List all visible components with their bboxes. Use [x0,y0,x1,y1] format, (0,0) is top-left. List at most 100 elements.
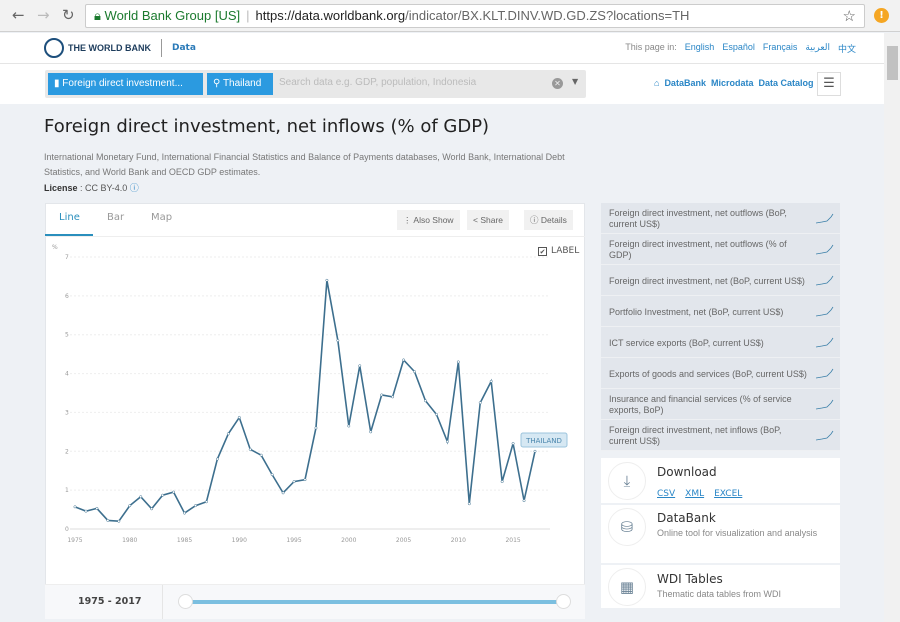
x-tick-label: 2000 [341,537,356,544]
checkbox-icon: ✔ [538,246,547,256]
data-point [128,504,132,508]
tab-line[interactable]: Line [59,212,80,223]
link-databank[interactable]: DataBank [664,78,706,88]
slider-handle-start[interactable] [178,594,193,609]
related-indicator-label: Insurance and financial services (% of s… [609,394,792,415]
related-indicator-item[interactable]: Exports of goods and services (BoP, curr… [601,358,840,389]
forward-icon[interactable]: → [37,6,50,24]
download-csv-link[interactable]: CSV [657,489,676,499]
license: License : CC BY-4.0 ⓘ [44,181,139,194]
data-point [478,401,482,405]
data-point [161,493,165,497]
data-point [424,399,427,403]
data-point [445,440,449,444]
page-title: Foreign direct investment, net inflows (… [44,116,490,137]
wdi-desc: Thematic data tables from WDI [657,589,782,599]
data-point [139,495,143,499]
share-label: Share [480,215,504,225]
details-button[interactable]: ⓘ Details [524,210,573,230]
scrollbar[interactable] [884,33,900,622]
clear-icon[interactable]: ✕ [552,78,563,89]
data-point [248,447,252,451]
data-point [511,442,515,445]
related-indicator-item[interactable]: Insurance and financial services (% of s… [601,389,840,420]
related-indicator-item[interactable]: ICT service exports (BoP, current US$) [601,327,840,358]
related-indicator-item[interactable]: Foreign direct investment, net (BoP, cur… [601,265,840,296]
data-point [413,370,416,374]
location-pin-icon: ⚲ [213,78,221,89]
data-point [194,504,197,508]
related-indicator-item[interactable]: Foreign direct investment, net outflows … [601,203,840,234]
lang-arabic[interactable]: العربية [805,42,830,52]
url-domain: https://data.worldbank.org [255,8,406,23]
info-icon[interactable]: ⓘ [129,183,139,193]
data-point [226,432,230,436]
address-bar[interactable]: 🔒︎ World Bank Group [US] | https://data.wo… [85,4,865,28]
data-point [303,478,307,482]
lang-spanish[interactable]: Español [722,42,755,52]
x-tick-label: 1990 [232,537,247,544]
chevron-down-icon[interactable]: ▼ [572,77,579,86]
link-microdata[interactable]: Microdata [710,78,754,88]
label-checkbox[interactable]: ✔ LABEL [538,246,579,256]
data-point [467,502,471,506]
back-icon[interactable]: ← [12,6,25,24]
reload-icon[interactable]: ↻ [62,6,75,24]
sparkline-icon [816,399,834,410]
hamburger-menu-icon[interactable]: ☰ [817,72,841,96]
data-point [358,364,362,368]
source-text: International Monetary Fund, Internation… [44,152,565,177]
active-tab-indicator [45,234,93,236]
tab-map[interactable]: Map [151,212,173,223]
download-xml-link[interactable]: XML [685,489,705,499]
y-tick-label: 0 [65,526,69,533]
location-chip[interactable]: ⚲ Thailand [207,73,273,95]
year-range: 1975 - 2017 [78,596,142,607]
tab-divider [45,236,585,237]
bookmark-star-icon[interactable]: ☆ [842,8,856,25]
indicator-chip[interactable]: ▮ Foreign direct investment... [48,73,203,95]
lang-english[interactable]: English [684,42,715,52]
sparkline-icon [816,368,834,379]
data-point [204,500,208,504]
year-range-slider[interactable] [186,600,564,604]
related-indicator-label: Portfolio Investment, net (BoP, current … [609,306,784,317]
line-chart: % 0 1 2 3 4 5 6 7 1975 1980 1985 1990 1995 2000 2005 201… [52,244,568,544]
series-label: THAILAND [525,437,562,445]
related-indicator-item[interactable]: Portfolio Investment, net (BoP, current … [601,296,840,327]
also-show-button[interactable]: ⋮ Also Show [397,210,460,230]
databank-title[interactable]: DataBank [657,511,716,525]
data-point [391,395,395,399]
related-indicator-item[interactable]: Foreign direct investment, net inflows (… [601,420,840,451]
info-icon: ⓘ [530,215,539,225]
download-excel-link[interactable]: EXCEL [714,489,743,499]
y-tick-label: 4 [65,371,69,378]
tab-bar[interactable]: Bar [107,212,125,223]
share-button[interactable]: < Share [467,210,510,230]
data-point [106,519,110,522]
related-indicator-label: ICT service exports (BoP, current US$) [609,337,764,348]
wdi-title[interactable]: WDI Tables [657,572,723,586]
lang-chinese[interactable]: 中文 [837,44,856,54]
x-tick-label: 2010 [451,537,466,544]
site-identity: World Bank Group [US] [104,8,241,23]
scrollbar-thumb[interactable] [887,46,898,80]
x-tick-label: 1980 [122,537,137,544]
sparkline-icon [816,306,834,317]
link-data-catalog[interactable]: Data Catalog [758,78,814,88]
lang-french[interactable]: Français [762,42,798,52]
home-icon[interactable]: ⌂ [654,78,660,88]
share-icon: < [473,215,478,225]
sparkline-icon [816,275,834,286]
x-tick-label: 1975 [67,537,82,544]
extension-alert-icon[interactable]: ! [874,8,889,23]
y-tick-label: 5 [65,332,69,339]
data-point [489,379,493,383]
related-indicator-item[interactable]: Foreign direct investment, net outflows … [601,234,840,265]
slider-handle-end[interactable] [556,594,571,609]
world-bank-logo[interactable]: THE WORLD BANK Data [44,38,196,58]
search-input[interactable]: Search data e.g. GDP, population, Indone… [279,77,477,88]
download-icon: ⤓ [608,462,646,500]
y-tick-label: 1 [65,487,69,494]
data-point [95,506,99,510]
